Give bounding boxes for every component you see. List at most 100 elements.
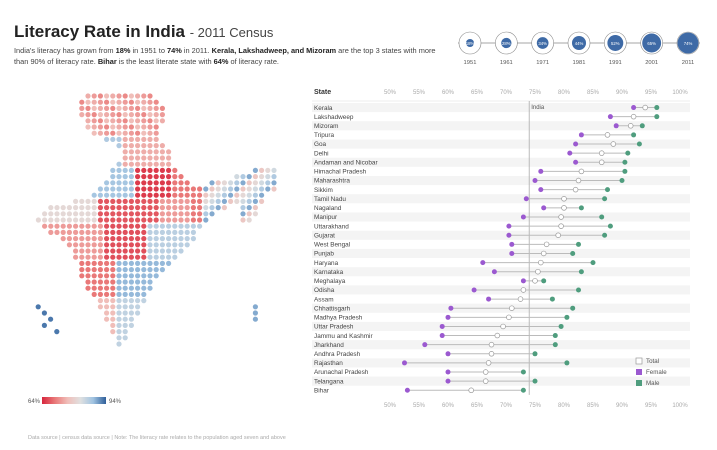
map-dot xyxy=(79,217,85,223)
x-tick-top: 55% xyxy=(413,90,426,96)
map-dot xyxy=(135,304,141,310)
female-dot xyxy=(613,123,619,129)
map-dot xyxy=(259,186,265,192)
map-dot xyxy=(128,155,134,161)
map-dot xyxy=(116,291,122,297)
map-dot xyxy=(91,267,97,273)
map-dot xyxy=(221,192,227,198)
map-dot xyxy=(85,198,91,204)
map-dot xyxy=(48,217,54,223)
map-dot xyxy=(141,273,147,279)
map-dot xyxy=(97,124,103,130)
map-dot xyxy=(73,229,79,235)
x-tick-top: 75% xyxy=(529,90,542,96)
male-dot xyxy=(607,223,613,229)
timeline-year: 2011 xyxy=(682,60,694,66)
map-dot xyxy=(116,167,122,173)
map-dot xyxy=(147,279,153,285)
map-dot xyxy=(172,180,178,186)
map-dot xyxy=(159,229,165,235)
desc-run: of literacy rate. xyxy=(228,57,279,66)
desc-run: 74% xyxy=(167,46,182,55)
map-dot xyxy=(128,279,134,285)
map-dot xyxy=(91,99,97,105)
map-dot xyxy=(85,242,91,248)
legend-swatch-female xyxy=(636,369,642,375)
timeline-rate: 28% xyxy=(502,41,511,46)
map-dot xyxy=(122,298,128,304)
map-dot xyxy=(135,174,141,180)
map-dot xyxy=(178,236,184,242)
female-dot xyxy=(520,278,526,284)
state-label: Goa xyxy=(314,141,327,148)
map-dot xyxy=(147,236,153,242)
map-dot xyxy=(184,192,190,198)
timeline-year: 2001 xyxy=(645,60,658,66)
row-band xyxy=(312,139,690,149)
map-dot xyxy=(147,136,153,142)
map-dot xyxy=(128,112,134,118)
map-dot xyxy=(184,198,190,204)
map-dot xyxy=(110,93,116,99)
map-dot xyxy=(265,180,271,186)
x-tick-bottom: 50% xyxy=(384,403,397,409)
map-dot xyxy=(97,205,103,211)
map-dot xyxy=(128,229,134,235)
map-dot xyxy=(190,229,196,235)
map-dot xyxy=(147,242,153,248)
map-dot xyxy=(190,236,196,242)
total-dot xyxy=(555,232,561,238)
desc-run: are the top 3 states with more than 90% … xyxy=(14,46,436,66)
map-dot xyxy=(122,217,128,223)
total-dot xyxy=(482,369,489,375)
map-dot xyxy=(159,205,165,211)
map-dot xyxy=(221,180,227,186)
map-dot xyxy=(234,186,240,192)
map-dot xyxy=(73,236,79,242)
map-dot xyxy=(209,205,215,211)
map-dot xyxy=(66,205,72,211)
map-dot xyxy=(215,186,221,192)
map-dot xyxy=(190,205,196,211)
map-dot xyxy=(166,192,172,198)
map-dot xyxy=(135,105,141,111)
map-dot xyxy=(122,335,128,341)
map-dot xyxy=(166,180,172,186)
map-dot xyxy=(141,242,147,248)
x-tick-top: 65% xyxy=(471,90,484,96)
state-label: Haryana xyxy=(314,260,339,267)
map-dot xyxy=(147,93,153,99)
map-dot xyxy=(122,118,128,124)
map-dot xyxy=(42,223,48,229)
map-dot xyxy=(91,112,97,118)
map-dot xyxy=(116,180,122,186)
map-dot xyxy=(79,99,85,105)
male-dot xyxy=(602,232,608,238)
map-dot xyxy=(128,149,134,155)
map-dot xyxy=(110,291,116,297)
map-dot xyxy=(104,105,110,111)
map-dot xyxy=(147,211,153,217)
map-dot xyxy=(166,211,172,217)
total-dot xyxy=(506,314,512,321)
map-dot xyxy=(104,223,110,229)
map-dot xyxy=(79,273,85,279)
map-dot xyxy=(141,161,147,167)
map-dot xyxy=(141,155,147,161)
legend-swatch-total xyxy=(635,357,643,365)
map-dot xyxy=(197,211,203,217)
map-dot xyxy=(110,198,116,204)
map-dot xyxy=(116,236,122,242)
description: India's literacy has grown from 18% in 1… xyxy=(14,45,444,67)
map-dot xyxy=(110,273,116,279)
map-dot xyxy=(141,186,147,192)
male-dot xyxy=(605,187,610,193)
map-dot xyxy=(141,267,147,273)
map-dot xyxy=(122,161,128,167)
map-dot xyxy=(240,180,246,186)
map-dot xyxy=(246,217,252,223)
map-dot xyxy=(234,198,240,204)
map-dot xyxy=(203,198,209,204)
female-dot xyxy=(422,342,428,348)
map-dot xyxy=(147,198,153,204)
